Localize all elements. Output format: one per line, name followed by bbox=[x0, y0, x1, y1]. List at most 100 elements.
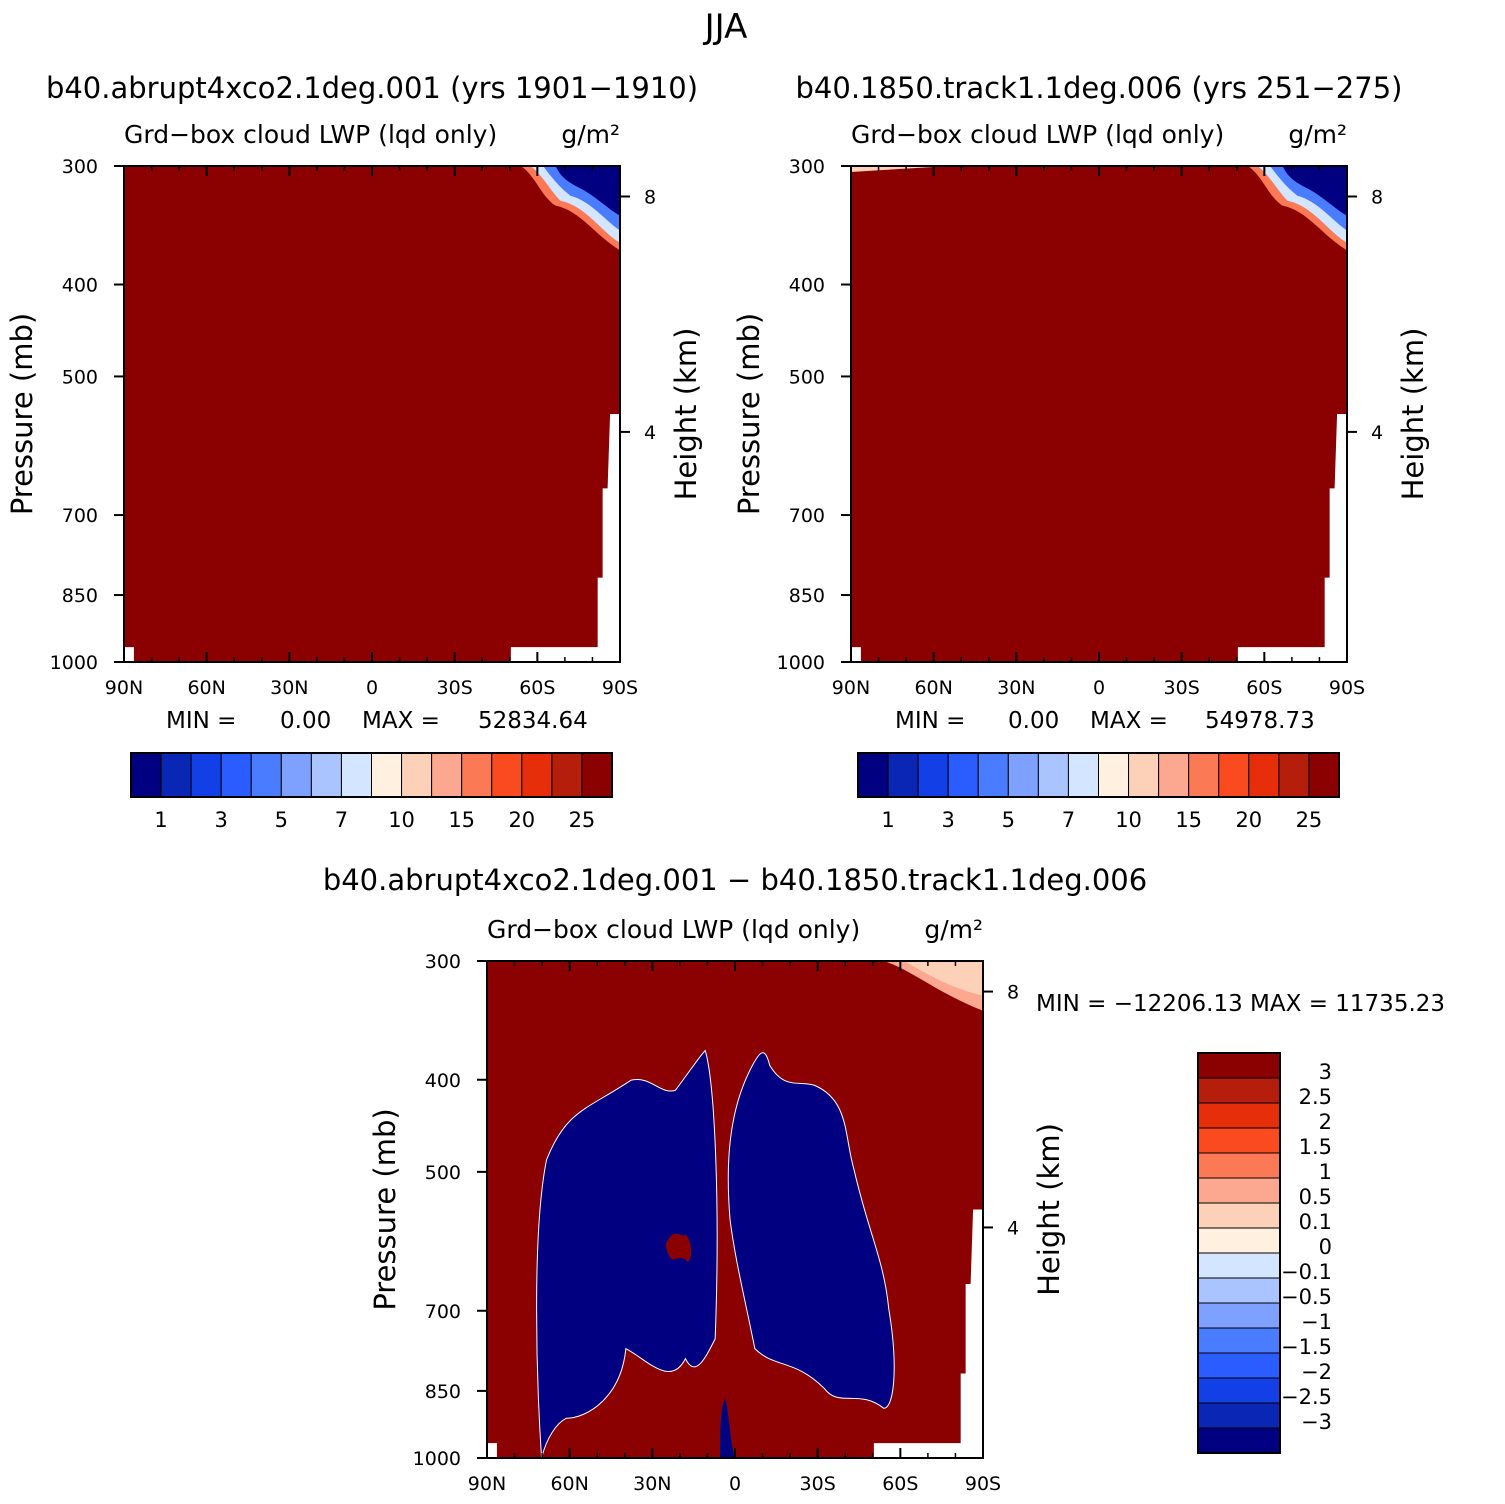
colorbar-box bbox=[977, 752, 1009, 798]
x-tick-label: 30N bbox=[997, 677, 1035, 699]
colorbar-label: 0.1 bbox=[1299, 1210, 1332, 1234]
colorbar-box bbox=[551, 752, 583, 798]
y-tick-label: 700 bbox=[425, 1301, 461, 1323]
x-tick-label: 90S bbox=[602, 677, 638, 699]
y-tick-label: 400 bbox=[62, 275, 98, 297]
colorbar-label: 20 bbox=[1235, 808, 1262, 832]
units-label: g/m² bbox=[561, 120, 620, 149]
colorbar-box bbox=[1197, 1152, 1281, 1179]
missing-data-southern-plateau bbox=[1237, 647, 1333, 662]
colorbar-box bbox=[1197, 1202, 1281, 1229]
colorbar-box bbox=[581, 752, 613, 798]
colorbar-frame bbox=[130, 752, 613, 798]
y-tick-label: 700 bbox=[62, 505, 98, 527]
y2-tick-label: 8 bbox=[1371, 186, 1383, 208]
colorbar-label: −0.1 bbox=[1281, 1260, 1332, 1284]
colorbar-label: 15 bbox=[448, 808, 475, 832]
colorbar-box bbox=[1218, 752, 1250, 798]
x-tick-label: 60N bbox=[914, 677, 952, 699]
colorbar-box bbox=[1197, 1177, 1281, 1204]
colorbar-box bbox=[340, 752, 372, 798]
max-label: MAX = bbox=[362, 708, 440, 734]
missing-data-antarctica bbox=[960, 1209, 983, 1458]
colorbar-box bbox=[280, 752, 312, 798]
x-tick-label: 0 bbox=[1093, 677, 1105, 699]
missing-data-arctic bbox=[124, 647, 134, 662]
y2-axis-label: Height (km) bbox=[1032, 1123, 1066, 1296]
max-value: 52834.64 bbox=[478, 708, 588, 734]
y-axis-label: Pressure (mb) bbox=[732, 313, 766, 515]
colorbar-box bbox=[220, 752, 252, 798]
colorbar-box bbox=[917, 752, 949, 798]
colorbar-box bbox=[1188, 752, 1220, 798]
missing-data-arctic bbox=[487, 1443, 497, 1458]
colorbar-label: 3 bbox=[1319, 1060, 1332, 1084]
colorbar-box bbox=[1197, 1127, 1281, 1154]
max-label: MAX = bbox=[1090, 708, 1168, 734]
panel-title: b40.1850.track1.1deg.006 (yrs 251−275) bbox=[796, 71, 1403, 105]
max-value: 54978.73 bbox=[1205, 708, 1315, 734]
contour-field bbox=[124, 166, 620, 662]
y-tick-label: 850 bbox=[789, 585, 825, 607]
min-value: 0.00 bbox=[280, 708, 331, 734]
colorbar-box bbox=[431, 752, 463, 798]
colorbar-box bbox=[1098, 752, 1130, 798]
variable-label: Grd−box cloud LWP (lqd only) bbox=[124, 120, 497, 149]
y-tick-label: 300 bbox=[789, 156, 825, 178]
colorbar-box bbox=[947, 752, 979, 798]
x-tick-label: 90S bbox=[1329, 677, 1365, 699]
contour-positive-island bbox=[665, 1233, 692, 1262]
missing-data-antarctica bbox=[597, 414, 620, 662]
x-tick-label: 90S bbox=[965, 1473, 1001, 1495]
colorbar-label: −0.5 bbox=[1281, 1285, 1332, 1309]
y-tick-label: 300 bbox=[425, 951, 461, 973]
colorbar-frame bbox=[857, 752, 1340, 798]
colorbar-box bbox=[1197, 1377, 1281, 1404]
y-tick-label: 1000 bbox=[50, 652, 98, 674]
colorbar-label: 0 bbox=[1319, 1235, 1332, 1259]
colorbar-label: 1.5 bbox=[1299, 1135, 1332, 1159]
min-label: MIN = bbox=[166, 708, 236, 734]
min-value: 0.00 bbox=[1008, 708, 1059, 734]
colorbar-label: 7 bbox=[1062, 808, 1075, 832]
colorbar-box bbox=[887, 752, 919, 798]
missing-data-arctic bbox=[851, 647, 861, 662]
x-tick-label: 0 bbox=[729, 1473, 741, 1495]
y2-axis-label: Height (km) bbox=[1396, 328, 1430, 501]
x-tick-label: 60S bbox=[882, 1473, 918, 1495]
y-tick-label: 700 bbox=[789, 505, 825, 527]
min-max-summary: MIN = −12206.13 MAX = 11735.23 bbox=[1036, 991, 1445, 1017]
colorbar-box bbox=[1308, 752, 1340, 798]
colorbar-box bbox=[857, 752, 889, 798]
colorbar-box bbox=[1197, 1252, 1281, 1279]
colorbar-label: 3 bbox=[942, 808, 955, 832]
contour-negative-lobe-east bbox=[727, 1052, 895, 1409]
colorbar-frame bbox=[1197, 1052, 1281, 1454]
y-tick-label: 400 bbox=[789, 275, 825, 297]
x-tick-label: 0 bbox=[366, 677, 378, 699]
colorbar-box bbox=[1197, 1352, 1281, 1379]
colorbar-box bbox=[310, 752, 342, 798]
colorbar-label: 1 bbox=[1319, 1160, 1332, 1184]
colorbar-box bbox=[1197, 1102, 1281, 1129]
colorbar-box bbox=[1248, 752, 1280, 798]
contour-band-top-edge bbox=[851, 166, 951, 172]
variable-label: Grd−box cloud LWP (lqd only) bbox=[487, 915, 860, 944]
y-axis-label: Pressure (mb) bbox=[5, 313, 39, 515]
colorbar-label: 2 bbox=[1319, 1110, 1332, 1134]
x-tick-label: 60N bbox=[550, 1473, 588, 1495]
contour-negative-lobe-west bbox=[536, 1049, 718, 1458]
colorbar-box bbox=[491, 752, 523, 798]
contour-field bbox=[487, 961, 983, 1458]
x-tick-label: 90N bbox=[468, 1473, 506, 1495]
colorbar-box bbox=[190, 752, 222, 798]
x-tick-label: 60S bbox=[519, 677, 555, 699]
colorbar-box bbox=[1197, 1327, 1281, 1354]
y-tick-label: 500 bbox=[62, 366, 98, 388]
y-tick-label: 850 bbox=[425, 1381, 461, 1403]
colorbar-box bbox=[1197, 1052, 1281, 1079]
colorbar-box bbox=[1007, 752, 1039, 798]
colorbar-label: 5 bbox=[275, 808, 288, 832]
x-tick-label: 90N bbox=[105, 677, 143, 699]
colorbar-label: 25 bbox=[1296, 808, 1323, 832]
